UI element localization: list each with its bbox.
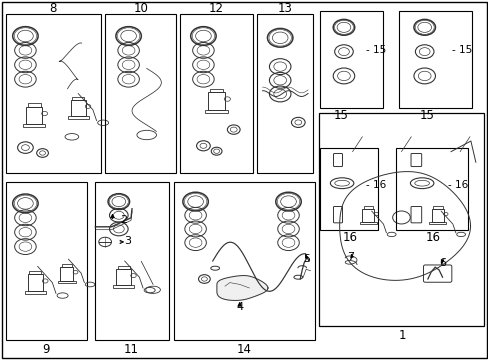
Bar [6, 14, 101, 173]
Bar [428, 222, 446, 224]
Bar [256, 14, 312, 173]
Bar [432, 206, 442, 209]
Bar [395, 148, 468, 230]
Text: 16: 16 [425, 231, 440, 244]
Text: 5: 5 [303, 254, 310, 264]
Polygon shape [217, 275, 267, 301]
Text: - 15: - 15 [451, 45, 471, 55]
Text: 7: 7 [346, 252, 353, 262]
Bar [61, 267, 73, 280]
Bar [398, 11, 471, 108]
Text: 10: 10 [133, 3, 148, 15]
Bar [29, 271, 41, 274]
Bar [319, 11, 383, 108]
Bar [23, 123, 45, 127]
Bar [6, 182, 86, 340]
Bar [58, 280, 76, 283]
Text: 13: 13 [277, 3, 292, 15]
Text: 15: 15 [333, 109, 347, 122]
Text: 4: 4 [236, 302, 243, 312]
Text: 16: 16 [342, 231, 357, 244]
Text: 12: 12 [209, 3, 224, 15]
Text: 15: 15 [419, 109, 433, 122]
Text: 2: 2 [120, 215, 126, 225]
Text: 6: 6 [438, 258, 445, 268]
Bar [116, 269, 131, 285]
Bar [71, 100, 85, 116]
Bar [318, 113, 483, 326]
Text: 11: 11 [123, 343, 138, 356]
Text: 9: 9 [42, 343, 50, 356]
Bar [105, 14, 176, 173]
Bar [173, 182, 315, 340]
Text: - 16: - 16 [447, 180, 468, 190]
Text: - 15: - 15 [365, 45, 385, 55]
Bar [61, 264, 72, 267]
Bar [359, 222, 376, 224]
Text: 14: 14 [237, 343, 251, 356]
Bar [180, 14, 253, 173]
Bar [210, 89, 223, 92]
Bar [205, 109, 227, 113]
Bar [118, 266, 129, 269]
Bar [363, 206, 372, 209]
Bar [24, 291, 46, 294]
Bar [95, 182, 168, 340]
Bar [27, 274, 43, 291]
Bar [72, 97, 84, 100]
Text: 1: 1 [397, 329, 405, 342]
Bar [28, 103, 41, 107]
Text: - 16: - 16 [365, 180, 385, 190]
Text: 3: 3 [124, 236, 131, 246]
Bar [431, 209, 443, 222]
Bar [113, 285, 134, 288]
Text: 8: 8 [49, 3, 57, 15]
Bar [208, 92, 224, 109]
Bar [68, 116, 88, 119]
Bar [26, 107, 42, 123]
Bar [362, 209, 374, 222]
Bar [319, 148, 378, 230]
